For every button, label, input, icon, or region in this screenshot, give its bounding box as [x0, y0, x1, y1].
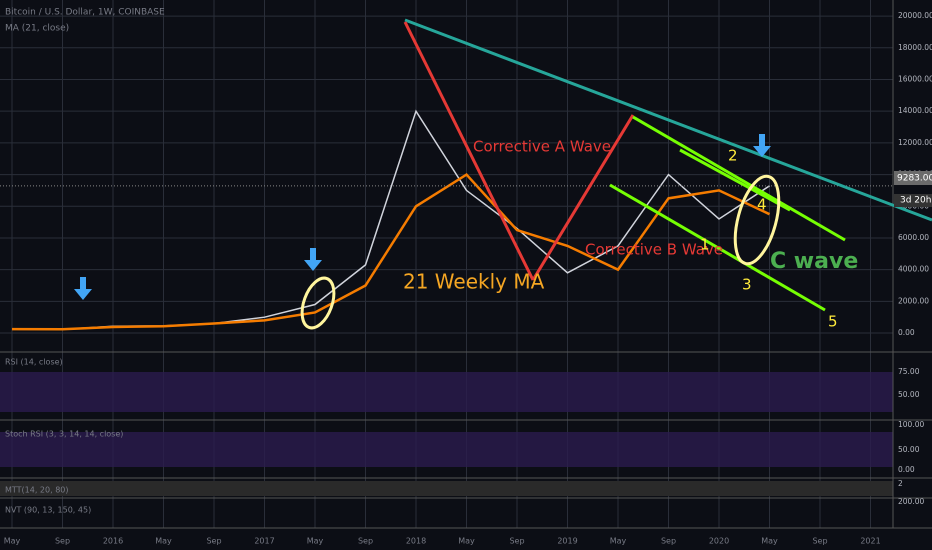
y-tick-label: 14000.00: [898, 106, 932, 115]
annotation: 5: [828, 313, 838, 331]
last-price: 9283.00: [897, 174, 932, 184]
stoch-band: [0, 432, 893, 467]
indicator-panes: RSI (14, close) 75.00 50.00 Stoch RSI (3, 3…: [5, 358, 924, 515]
wave-line: [403, 21, 535, 281]
pane-tick-label: 75.00: [898, 367, 920, 376]
annotation: Corrective B Wave: [585, 241, 723, 259]
annotations: Corrective A Wave Corrective B Wave 21 Wee…: [403, 138, 858, 331]
countdown: 3d 20h: [900, 196, 931, 206]
x-tick-label: 2019: [557, 537, 577, 546]
x-tick-label: 2016: [103, 537, 123, 546]
y-tick-label: 6000.00: [898, 233, 929, 242]
y-tick-label: 12000.00: [898, 138, 932, 147]
y-tick-label: 20000.00: [898, 11, 932, 20]
x-tick-label: May: [4, 537, 21, 546]
x-tick-label: 2017: [254, 537, 274, 546]
pane-label: Stoch RSI (3, 3, 14, 14, close): [5, 430, 123, 439]
x-tick-label: May: [761, 537, 778, 546]
pane-label: NVT (90, 13, 150, 45): [5, 506, 91, 515]
price-label-box: [894, 171, 932, 185]
pane-tick-label: 50.00: [898, 445, 920, 454]
annotation: Corrective A Wave: [473, 138, 611, 156]
pane-label: MTT(14, 20, 80): [5, 486, 69, 495]
x-tick-label: Sep: [509, 537, 524, 546]
chart-title: Bitcoin / U.S. Dollar, 1W, COINBASE: [5, 8, 165, 18]
arrows: [74, 134, 771, 300]
arrow: [74, 277, 92, 300]
annotation: 3: [742, 276, 752, 294]
channel-line: [679, 148, 791, 212]
x-tick-label: Sep: [55, 537, 70, 546]
annotation: 4: [757, 196, 767, 214]
annotation: 21 Weekly MA: [403, 270, 545, 294]
x-tick-label: May: [610, 537, 627, 546]
highlight-ellipse: [733, 174, 781, 266]
pane-tick-label: 50.00: [898, 390, 920, 399]
y-tick-label: 2000.00: [898, 296, 929, 305]
wave-line: [531, 114, 635, 281]
annotation: 1: [700, 236, 710, 254]
x-tick-label: Sep: [661, 537, 676, 546]
x-tick-label: 2018: [406, 537, 426, 546]
pane-tick-label: 200.00: [898, 497, 924, 506]
pane-tick-label: 2: [898, 479, 903, 488]
pane-tick-label: 0.00: [898, 465, 915, 474]
drawings: [300, 18, 932, 330]
highlight-ellipse: [300, 276, 336, 330]
y-tick-label: 18000.00: [898, 43, 932, 52]
legend-entry: MA (21, close): [5, 24, 69, 34]
x-tick-label: May: [155, 537, 172, 546]
channel-line: [632, 115, 846, 242]
channel-line: [609, 183, 826, 312]
annotation: C wave: [770, 249, 858, 274]
x-tick-label: Sep: [358, 537, 373, 546]
pane-separators: [0, 0, 932, 529]
rsi-band: [0, 372, 893, 412]
arrow: [304, 248, 322, 271]
arrow: [753, 134, 771, 157]
x-tick-label: 2020: [709, 537, 729, 546]
trendline: [404, 18, 932, 222]
pane-tick-label: 100.00: [898, 420, 924, 429]
annotation: 2: [728, 147, 738, 165]
y-tick-label: 0.00: [898, 328, 915, 337]
y-tick-label: 16000.00: [898, 74, 932, 83]
y-tick-label: 4000.00: [898, 265, 929, 274]
x-tick-label: May: [458, 537, 475, 546]
x-tick-label: Sep: [206, 537, 221, 546]
pane-label: RSI (14, close): [5, 358, 63, 367]
x-tick-label: Sep: [812, 537, 827, 546]
series-line: [11, 172, 771, 331]
x-tick-label: 2021: [860, 537, 880, 546]
mtt-band: [0, 481, 893, 496]
x-tick-label: May: [307, 537, 324, 546]
countdown-box: [894, 194, 932, 207]
